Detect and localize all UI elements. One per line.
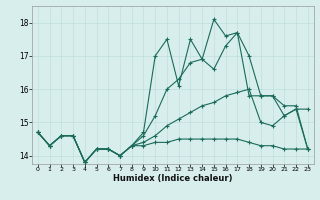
X-axis label: Humidex (Indice chaleur): Humidex (Indice chaleur) — [113, 174, 233, 183]
